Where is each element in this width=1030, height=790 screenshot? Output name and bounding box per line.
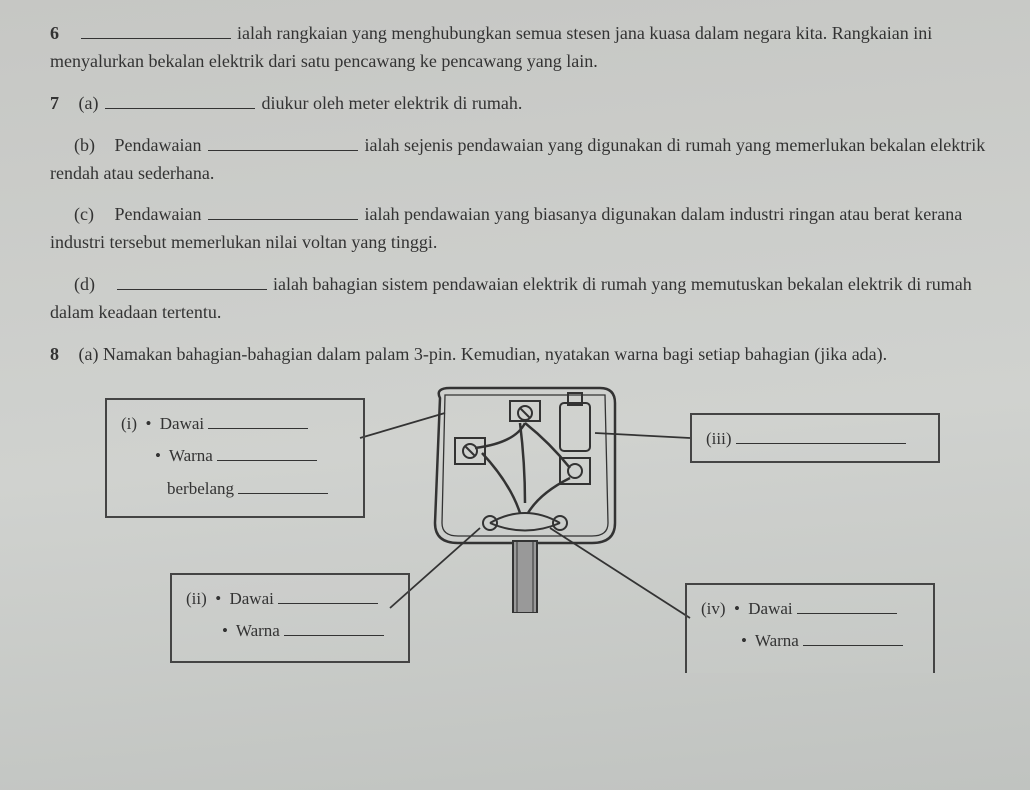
box-i-line3: berbelang [167,473,349,505]
box-iv-roman: (iv) [701,599,726,618]
box-i-dawai-blank[interactable] [208,428,308,429]
box-i-warna: Warna [169,446,213,465]
bullet-icon: • [734,599,740,618]
q8-number: 8 [50,341,74,369]
q8a-text: Namakan bahagian-bahagian dalam palam 3-… [103,344,887,364]
box-ii-dawai-blank[interactable] [278,603,378,604]
q7d-label: (d) [74,271,110,299]
q7c-lead: Pendawaian [115,204,206,224]
label-box-iv: (iv) • Dawai • Warna [685,583,935,673]
question-7b: (b) Pendawaian ialah sejenis pendawaian … [50,132,990,188]
bullet-icon: • [215,589,221,608]
label-box-iii: (iii) [690,413,940,463]
bullet-icon: • [146,414,152,433]
box-iv-dawai-blank[interactable] [797,613,897,614]
q7a-blank[interactable] [105,90,255,109]
question-7d: (d) ialah bahagian sistem pendawaian ele… [50,271,990,327]
box-iv-warna: Warna [755,631,799,650]
bullet-icon: • [155,446,161,465]
box-iv-warna-blank[interactable] [803,645,903,646]
question-6: 6 ialah rangkaian yang menghubungkan sem… [50,20,990,76]
q7b-lead: Pendawaian [115,135,206,155]
q7c-label: (c) [74,201,110,229]
box-ii-warna-blank[interactable] [284,635,384,636]
box-iv-dawai: Dawai [748,599,792,618]
q6-blank[interactable] [81,20,231,39]
q8a-label: (a) [79,344,99,364]
q6-number: 6 [50,20,74,48]
bullet-icon: • [741,631,747,650]
q7b-blank[interactable] [208,132,358,151]
label-box-i: (i) • Dawai • Warna berbelang [105,398,365,518]
plug-diagram: (i) • Dawai • Warna berbelang (iii) ( [50,383,970,723]
box-iii-roman: (iii) [706,429,732,448]
label-box-ii: (ii) • Dawai • Warna [170,573,410,663]
box-ii-dawai: Dawai [229,589,273,608]
box-i-roman: (i) [121,414,137,433]
q7a-label: (a) [79,93,99,113]
box-i-berbelang: berbelang [167,479,234,498]
box-ii-line1: (ii) • Dawai [186,583,394,615]
box-iv-line1: (iv) • Dawai [701,593,919,625]
question-7c: (c) Pendawaian ialah pendawaian yang bia… [50,201,990,257]
box-i-line1: (i) • Dawai [121,408,349,440]
box-i-dawai: Dawai [160,414,204,433]
q7a-tail: diukur oleh meter elektrik di rumah. [261,93,522,113]
q7-number: 7 [50,90,74,118]
box-ii-roman: (ii) [186,589,207,608]
question-8a: 8 (a) Namakan bahagian-bahagian dalam pa… [50,341,990,369]
q7c-blank[interactable] [208,201,358,220]
box-i-warna-blank[interactable] [217,460,317,461]
question-7a: 7 (a) diukur oleh meter elektrik di ruma… [50,90,990,118]
box-i-line2: • Warna [155,440,349,472]
q7b-label: (b) [74,132,110,160]
box-i-berbelang-blank[interactable] [238,493,328,494]
q7d-blank[interactable] [117,271,267,290]
box-ii-line2: • Warna [222,615,394,647]
box-ii-warna: Warna [236,621,280,640]
worksheet-page: 6 ialah rangkaian yang menghubungkan sem… [0,0,1030,790]
box-iii-blank[interactable] [736,443,906,444]
box-iv-line2: • Warna [741,625,919,657]
bullet-icon: • [222,621,228,640]
